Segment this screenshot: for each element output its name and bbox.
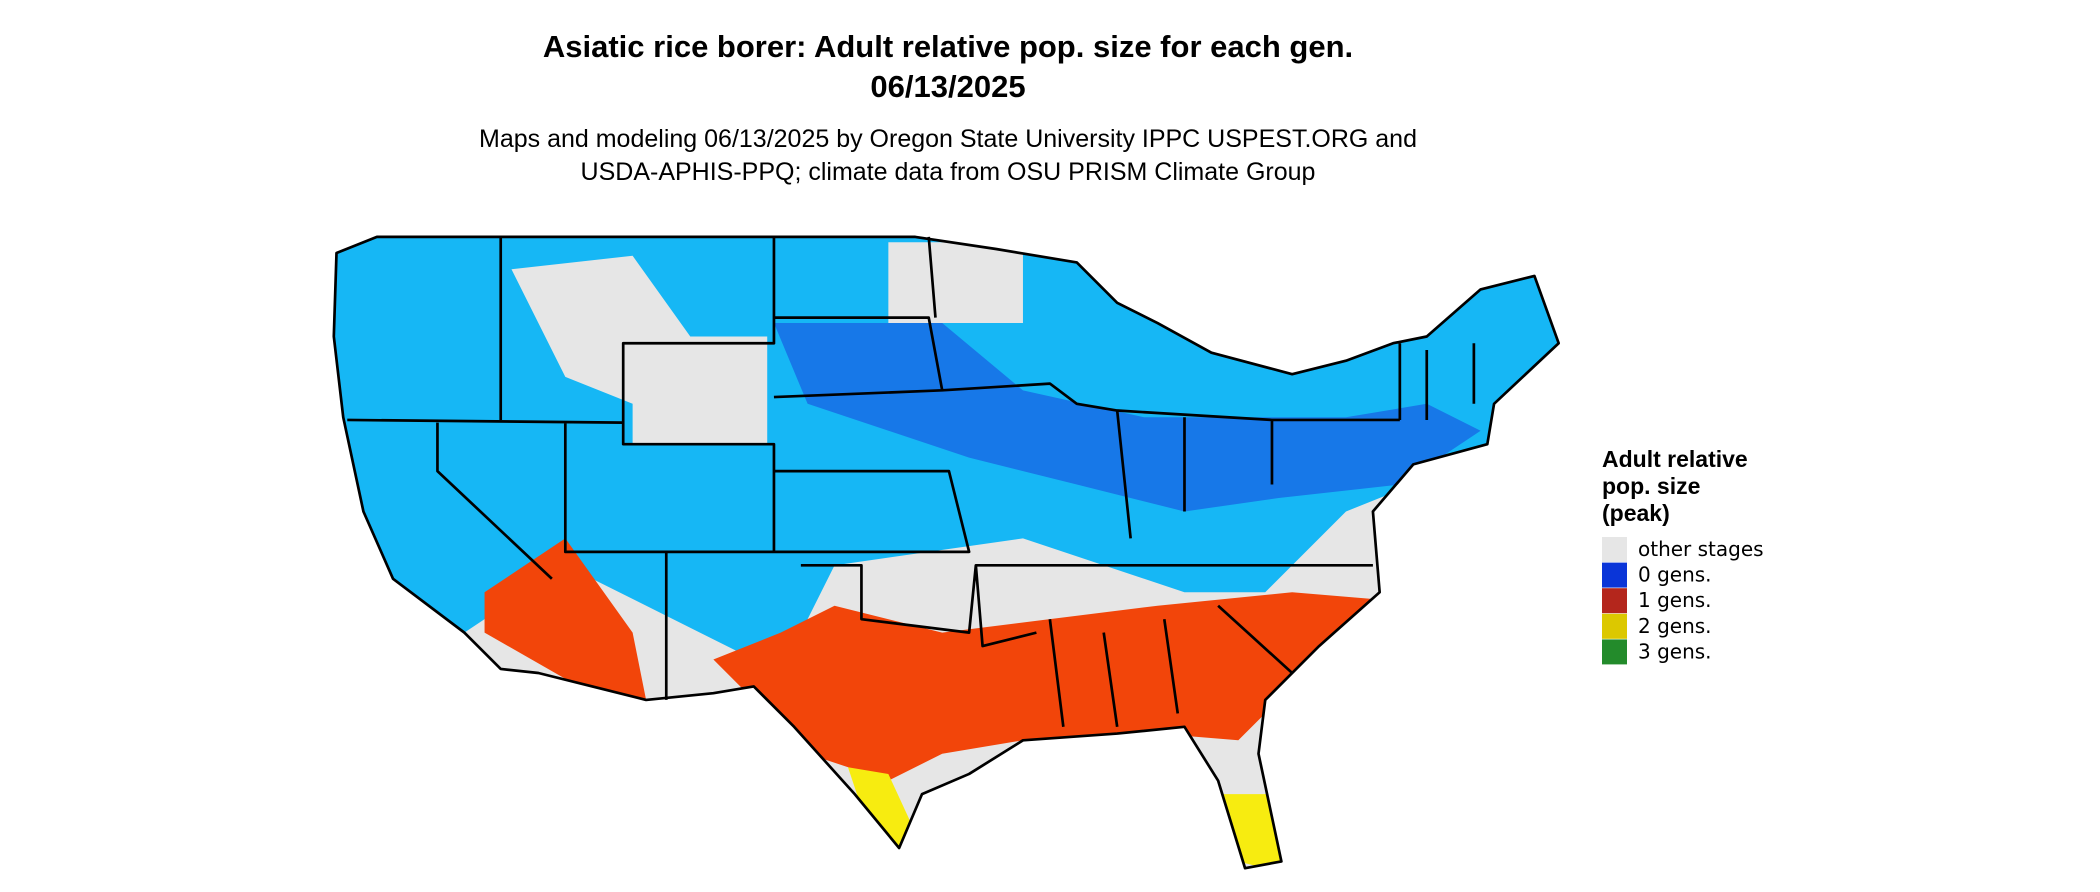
subtitle: USDA-APHIS-PPQ; climate data from OSU PR… bbox=[581, 158, 1316, 186]
region-orange bbox=[484, 538, 1373, 781]
legend-title: Adult relative bbox=[1602, 446, 1748, 472]
legend-swatch bbox=[1602, 588, 1627, 614]
legend-swatch bbox=[1602, 562, 1627, 588]
title: Asiatic rice borer: Adult relative pop. … bbox=[543, 29, 1353, 64]
state-lines bbox=[332, 235, 1561, 870]
legend-label: 0 gens. bbox=[1638, 563, 1712, 587]
legend-label: other stages bbox=[1638, 537, 1764, 561]
legend-swatch bbox=[1602, 537, 1627, 562]
title-date: 06/13/2025 bbox=[870, 69, 1025, 104]
map bbox=[332, 235, 1561, 870]
legend-label: 1 gens. bbox=[1638, 588, 1712, 612]
legend-label: 2 gens. bbox=[1638, 614, 1712, 638]
region-blue bbox=[773, 323, 1481, 512]
legend-swatch bbox=[1602, 639, 1627, 665]
legend-title: pop. size bbox=[1602, 473, 1700, 499]
legend-title: (peak) bbox=[1602, 500, 1670, 526]
legend-label: 3 gens. bbox=[1638, 639, 1712, 663]
subtitle: Maps and modeling 06/13/2025 by Oregon S… bbox=[479, 125, 1417, 153]
legend-swatch bbox=[1602, 613, 1627, 639]
